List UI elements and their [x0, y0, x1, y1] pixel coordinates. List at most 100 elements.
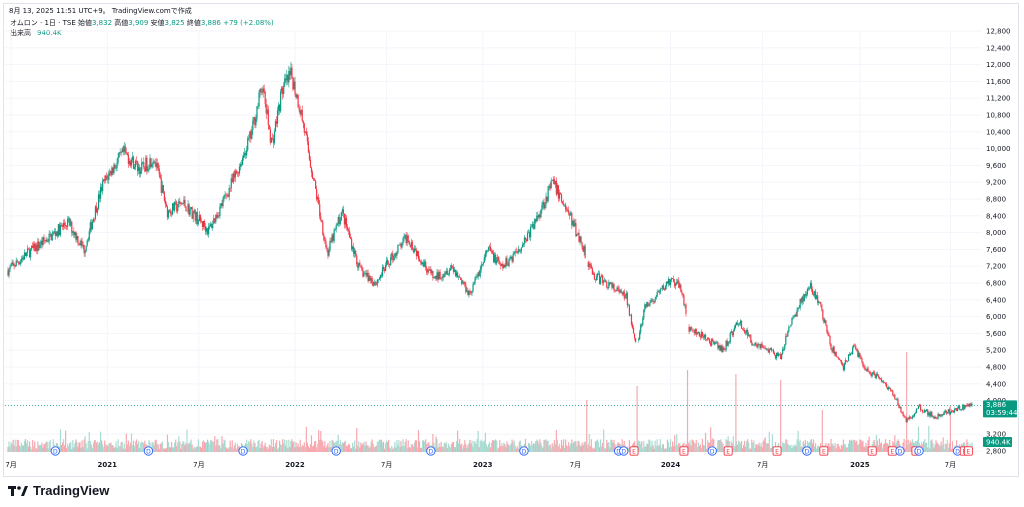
volume-bar — [627, 447, 629, 452]
candle-body — [801, 296, 803, 303]
volume-bar — [867, 440, 869, 452]
candle-body — [908, 416, 910, 419]
candle-body — [924, 410, 926, 413]
volume-bar — [395, 447, 397, 452]
volume-bar — [168, 447, 171, 452]
symbol-label[interactable]: オムロン · 1日 · TSE — [10, 19, 76, 27]
volume-bar — [733, 445, 735, 452]
candle-body — [539, 214, 541, 218]
volume-bar — [878, 438, 881, 452]
volume-bar — [836, 444, 838, 452]
candle-body — [527, 232, 530, 233]
volume-bar — [41, 442, 43, 452]
volume-bar — [174, 442, 176, 452]
volume-bar — [562, 439, 565, 452]
candle-body — [847, 354, 850, 362]
candle-body — [648, 305, 650, 306]
candle-body — [295, 94, 297, 98]
volume-bar — [876, 440, 878, 452]
candle-body — [928, 412, 930, 416]
volume-bar — [237, 446, 240, 452]
candle-body — [127, 154, 129, 164]
candle-body — [570, 212, 572, 216]
candle-body — [436, 272, 438, 280]
volume-bar — [129, 442, 132, 452]
volume-bar — [605, 448, 607, 452]
candle-body — [287, 74, 289, 83]
candle-body — [663, 289, 665, 290]
volume-bar — [38, 445, 40, 452]
candle-body — [909, 416, 911, 418]
volume-bar — [339, 440, 341, 452]
volume-bar — [458, 443, 460, 452]
dividend-marker-label: D — [955, 449, 960, 456]
footer-logo[interactable]: TradingView — [8, 483, 109, 498]
volume-bar — [143, 443, 145, 452]
candle-body — [248, 137, 250, 139]
candle-body — [165, 204, 168, 207]
low-label: 安値 — [150, 19, 165, 27]
candle-body — [891, 390, 893, 392]
candle-body — [211, 224, 213, 228]
volume-bar — [647, 443, 649, 452]
volume-bar — [473, 440, 475, 452]
price-chart[interactable]: 12,80012,40012,00011,60011,20010,80010,4… — [0, 0, 1024, 480]
candles — [7, 61, 973, 424]
volume-bar — [887, 443, 889, 452]
candle-body — [44, 240, 46, 242]
event-markers: DDDDDDDDEEDEDEEDEEDEDDEE — [50, 446, 973, 456]
volume-bar — [84, 436, 86, 452]
candle-body — [537, 215, 539, 218]
candle-body — [873, 371, 875, 376]
volume-bar — [288, 439, 290, 452]
candle-body — [694, 328, 696, 334]
volume-bar — [816, 448, 818, 452]
volume-bar — [504, 444, 506, 452]
candle-body — [638, 339, 640, 340]
earnings-marker-label: E — [822, 449, 826, 456]
candle-body — [611, 282, 613, 288]
volume-bar — [449, 447, 451, 452]
candle-body — [959, 405, 961, 410]
price-axis[interactable]: 12,80012,40012,00011,60011,20010,80010,4… — [986, 28, 1011, 456]
volume-bar — [328, 447, 330, 452]
volume-bar — [235, 448, 237, 452]
candle-body — [834, 351, 836, 354]
volume-bar — [352, 442, 354, 452]
candle-body — [944, 410, 946, 412]
candle-body — [808, 287, 811, 289]
candle-body — [504, 264, 506, 267]
volume-bar — [909, 440, 911, 452]
volume-bar — [499, 440, 501, 452]
candle-body — [23, 252, 26, 260]
volume-bar — [169, 447, 172, 452]
volume-bar — [694, 443, 696, 452]
time-axis[interactable]: 7月 2021 7月 2022 7月 2023 7月 2024 7月 2025 7月 — [5, 461, 956, 469]
candle-body — [649, 302, 651, 306]
volume-bar — [570, 443, 572, 452]
candle-body — [757, 343, 759, 348]
candle-body — [371, 278, 373, 284]
volume-bar — [390, 448, 392, 452]
volume-bar — [565, 439, 567, 452]
candle-body — [845, 360, 848, 362]
candle-body — [634, 338, 637, 343]
volume-bar — [495, 439, 497, 452]
candle-body — [599, 277, 602, 284]
volume-bar — [125, 433, 127, 452]
volume-bar — [420, 447, 423, 452]
candle-body — [677, 280, 679, 282]
candle-body — [277, 104, 280, 111]
volume-bar — [263, 445, 265, 452]
volume-bar — [951, 441, 954, 452]
volume-bar — [759, 446, 761, 452]
price-axis-label: 10,000 — [986, 145, 1011, 153]
candle-body — [453, 269, 456, 272]
candle-body — [224, 194, 226, 196]
candle-body — [812, 294, 815, 296]
candle-body — [708, 338, 710, 340]
volume-bar — [369, 446, 371, 452]
candle-body — [647, 301, 649, 306]
volume-bar — [641, 441, 643, 452]
candle-body — [223, 195, 225, 199]
